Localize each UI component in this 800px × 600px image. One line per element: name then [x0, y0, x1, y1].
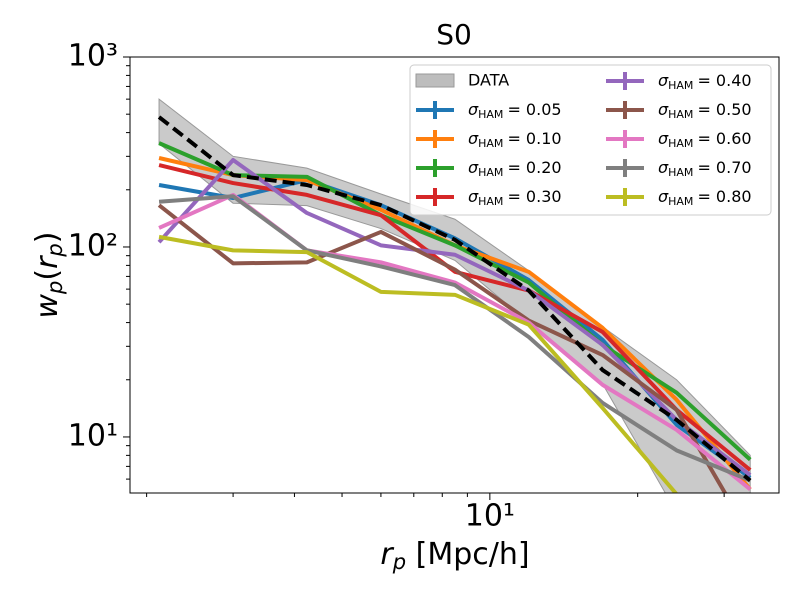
data-band — [158, 98, 751, 493]
legend-label-part: = 0.40 — [697, 71, 751, 90]
legend-label-part: = 0.50 — [697, 100, 751, 119]
legend-label-part: = 0.05 — [507, 100, 561, 119]
plot-area — [157, 98, 752, 493]
legend-label-part: = 0.80 — [697, 187, 751, 206]
legend-label: DATA — [468, 71, 509, 90]
legend-label: σHAM = 0.50 — [658, 100, 752, 122]
legend-label-part: σ — [658, 100, 669, 119]
legend-label-part: HAM — [668, 137, 693, 150]
x-tick-label: 10¹ — [465, 499, 515, 534]
legend-label-part: HAM — [478, 166, 503, 179]
legend-label-part: σ — [468, 100, 479, 119]
legend-label-part: σ — [658, 158, 669, 177]
legend-label-part: HAM — [668, 108, 693, 121]
series-line — [157, 203, 728, 493]
legend-label: σHAM = 0.80 — [658, 187, 752, 209]
y-tick-label: 10³ — [68, 39, 118, 74]
legend-label: σHAM = 0.30 — [468, 187, 562, 209]
legend-label-part: HAM — [668, 79, 693, 92]
x-axis-label: rp [Mpc/h] — [380, 537, 529, 575]
legend-label-part: HAM — [478, 108, 503, 121]
legend-label: σHAM = 0.10 — [468, 129, 562, 151]
legend-label-part: = 0.20 — [507, 158, 561, 177]
y-axis-label: wp(rp) — [30, 231, 68, 318]
legend-label-part: σ — [658, 71, 669, 90]
axes: 10¹ 10¹ 10² 10³ — [68, 39, 780, 534]
y-tick-label: 10¹ — [68, 418, 118, 453]
legend-label-part: = 0.70 — [697, 158, 751, 177]
series-line — [158, 234, 679, 493]
legend-label: σHAM = 0.40 — [658, 71, 752, 93]
legend-label-part: HAM — [668, 195, 693, 208]
legend-label-part: σ — [468, 187, 479, 206]
legend-swatch — [415, 73, 455, 88]
legend-label-part: HAM — [478, 195, 503, 208]
data-mean-line — [157, 115, 752, 483]
series-line — [158, 194, 751, 483]
legend-label-part: HAM — [668, 166, 693, 179]
legend-label: σHAM = 0.20 — [468, 158, 562, 180]
legend-label-part: σ — [658, 187, 669, 206]
legend-label: σHAM = 0.05 — [468, 100, 562, 122]
legend-label-part: HAM — [478, 137, 503, 150]
legend-label-part: = 0.10 — [507, 129, 561, 148]
legend-box — [409, 64, 772, 216]
axes-frame — [129, 56, 780, 494]
legend-label: σHAM = 0.60 — [658, 129, 752, 151]
y-tick-label: 10² — [68, 228, 118, 263]
legend-label-part: = 0.30 — [507, 187, 561, 206]
legend-label-part: σ — [468, 158, 479, 177]
legend-label-part: σ — [658, 129, 669, 148]
chart-title: S0 — [436, 18, 472, 51]
legend-label: σHAM = 0.70 — [658, 158, 752, 180]
legend-label-part: σ — [468, 129, 479, 148]
legend-label-part: = 0.60 — [697, 129, 751, 148]
